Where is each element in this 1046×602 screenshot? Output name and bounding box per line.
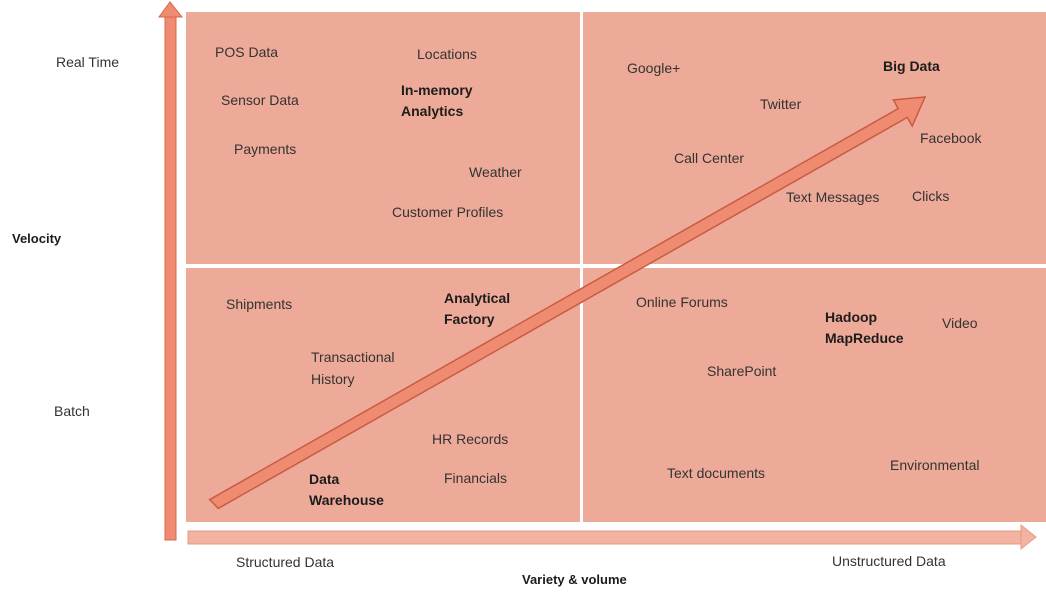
item-sensor-data: Sensor Data — [221, 92, 299, 108]
item-payments: Payments — [234, 141, 297, 157]
item-call-center: Call Center — [674, 150, 745, 166]
quadrant-realtime-structured — [186, 12, 580, 264]
item-big-data: Big Data — [883, 58, 940, 74]
item-customer-profiles: Customer Profiles — [392, 204, 504, 220]
item-factory: Factory — [444, 311, 495, 327]
item-analytics: Analytics — [401, 103, 464, 119]
item-warehouse: Warehouse — [309, 492, 384, 508]
item-clicks: Clicks — [912, 188, 950, 204]
label-variety-volume: Variety & volume — [522, 572, 627, 587]
item-text-documents: Text documents — [667, 465, 766, 481]
item-environmental: Environmental — [890, 457, 980, 473]
label-structured-data: Structured Data — [236, 554, 335, 570]
big-data-growth-arrow — [208, 96, 927, 510]
item-mapreduce: MapReduce — [825, 330, 904, 346]
item-hadoop: Hadoop — [825, 309, 878, 325]
item-data: Data — [309, 471, 340, 487]
item-in-memory: In-memory — [401, 82, 473, 98]
item-history: History — [311, 371, 355, 387]
label-unstructured-data: Unstructured Data — [832, 553, 946, 569]
item-shipments: Shipments — [226, 296, 293, 312]
velocity-axis-arrow — [158, 1, 184, 541]
item-online-forums: Online Forums — [636, 294, 728, 310]
quadrant-batch-unstructured — [583, 268, 1046, 522]
item-transactional: Transactional — [311, 349, 395, 365]
item-hr-records: HR Records — [432, 431, 509, 447]
item-weather: Weather — [469, 164, 522, 180]
item-text-messages: Text Messages — [786, 189, 880, 205]
quadrant-realtime-unstructured — [583, 12, 1046, 264]
item-video: Video — [942, 315, 978, 331]
item-locations: Locations — [417, 46, 477, 62]
item-pos-data: POS Data — [215, 44, 279, 60]
variety-axis-arrow — [187, 523, 1037, 551]
item-google-plus: Google+ — [627, 60, 681, 76]
label-batch: Batch — [54, 403, 90, 419]
item-twitter: Twitter — [760, 96, 802, 112]
item-analytical: Analytical — [444, 290, 511, 306]
item-facebook: Facebook — [920, 130, 982, 146]
item-financials: Financials — [444, 470, 508, 486]
label-real-time: Real Time — [56, 54, 120, 70]
label-velocity: Velocity — [12, 231, 62, 246]
item-sharepoint: SharePoint — [707, 363, 777, 379]
